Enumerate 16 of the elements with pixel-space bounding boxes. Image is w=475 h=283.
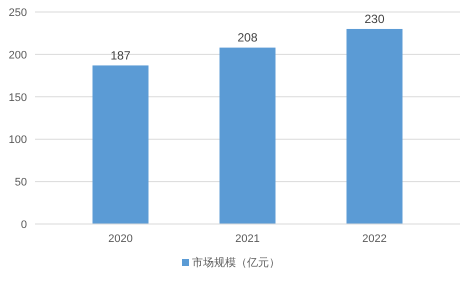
data-label: 208 [237,30,258,45]
bar [92,65,148,224]
x-tick-label: 2021 [235,233,260,245]
x-tick-label: 2020 [108,233,133,245]
y-tick-label: 150 [8,92,27,104]
y-tick-label: 200 [8,49,27,62]
x-tick-label: 2022 [362,233,387,245]
y-tick-label: 250 [8,7,27,19]
y-tick-label: 0 [20,219,27,231]
bar [220,48,276,224]
y-tick-label: 100 [8,134,27,146]
data-label: 230 [364,12,385,26]
bar [346,28,402,224]
y-tick-label: 50 [14,176,27,189]
legend-label: 市场规模（亿元） [192,256,280,269]
data-label: 187 [110,48,131,62]
